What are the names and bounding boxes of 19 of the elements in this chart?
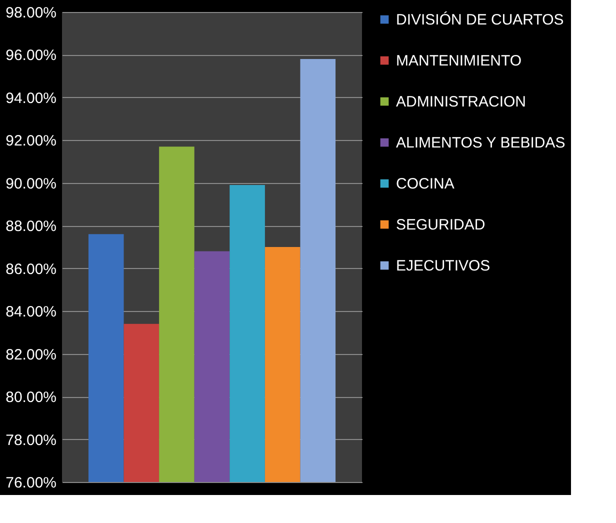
- y-tick-label: 82.00%: [6, 346, 56, 364]
- y-tick-label: 92.00%: [6, 132, 56, 150]
- legend-label: EJECUTIVOS: [396, 258, 490, 274]
- y-tick-label: 78.00%: [6, 432, 56, 449]
- y-tick-label: 80.00%: [6, 389, 56, 406]
- y-tick-label: 86.00%: [6, 260, 56, 278]
- y-tick-label: 98.00%: [6, 4, 56, 22]
- y-tick-label: 84.00%: [6, 304, 56, 321]
- legend-label: DIVISIÓN DE CUARTOS: [396, 10, 564, 28]
- legend-label: ADMINISTRACION: [396, 94, 526, 110]
- legend-label: SEGURIDAD: [396, 216, 486, 234]
- y-tick-label: 76.00%: [6, 474, 56, 492]
- legend-label: ALIMENTOS Y BEBIDAS: [396, 134, 566, 152]
- y-tick-label: 96.00%: [6, 47, 56, 64]
- y-tick-label: 88.00%: [6, 218, 56, 236]
- y-tick-label: 90.00%: [6, 175, 56, 192]
- legend-label: MANTENIMIENTO: [396, 52, 522, 70]
- legend-label: COCINA: [396, 176, 454, 192]
- y-tick-label: 94.00%: [6, 90, 56, 107]
